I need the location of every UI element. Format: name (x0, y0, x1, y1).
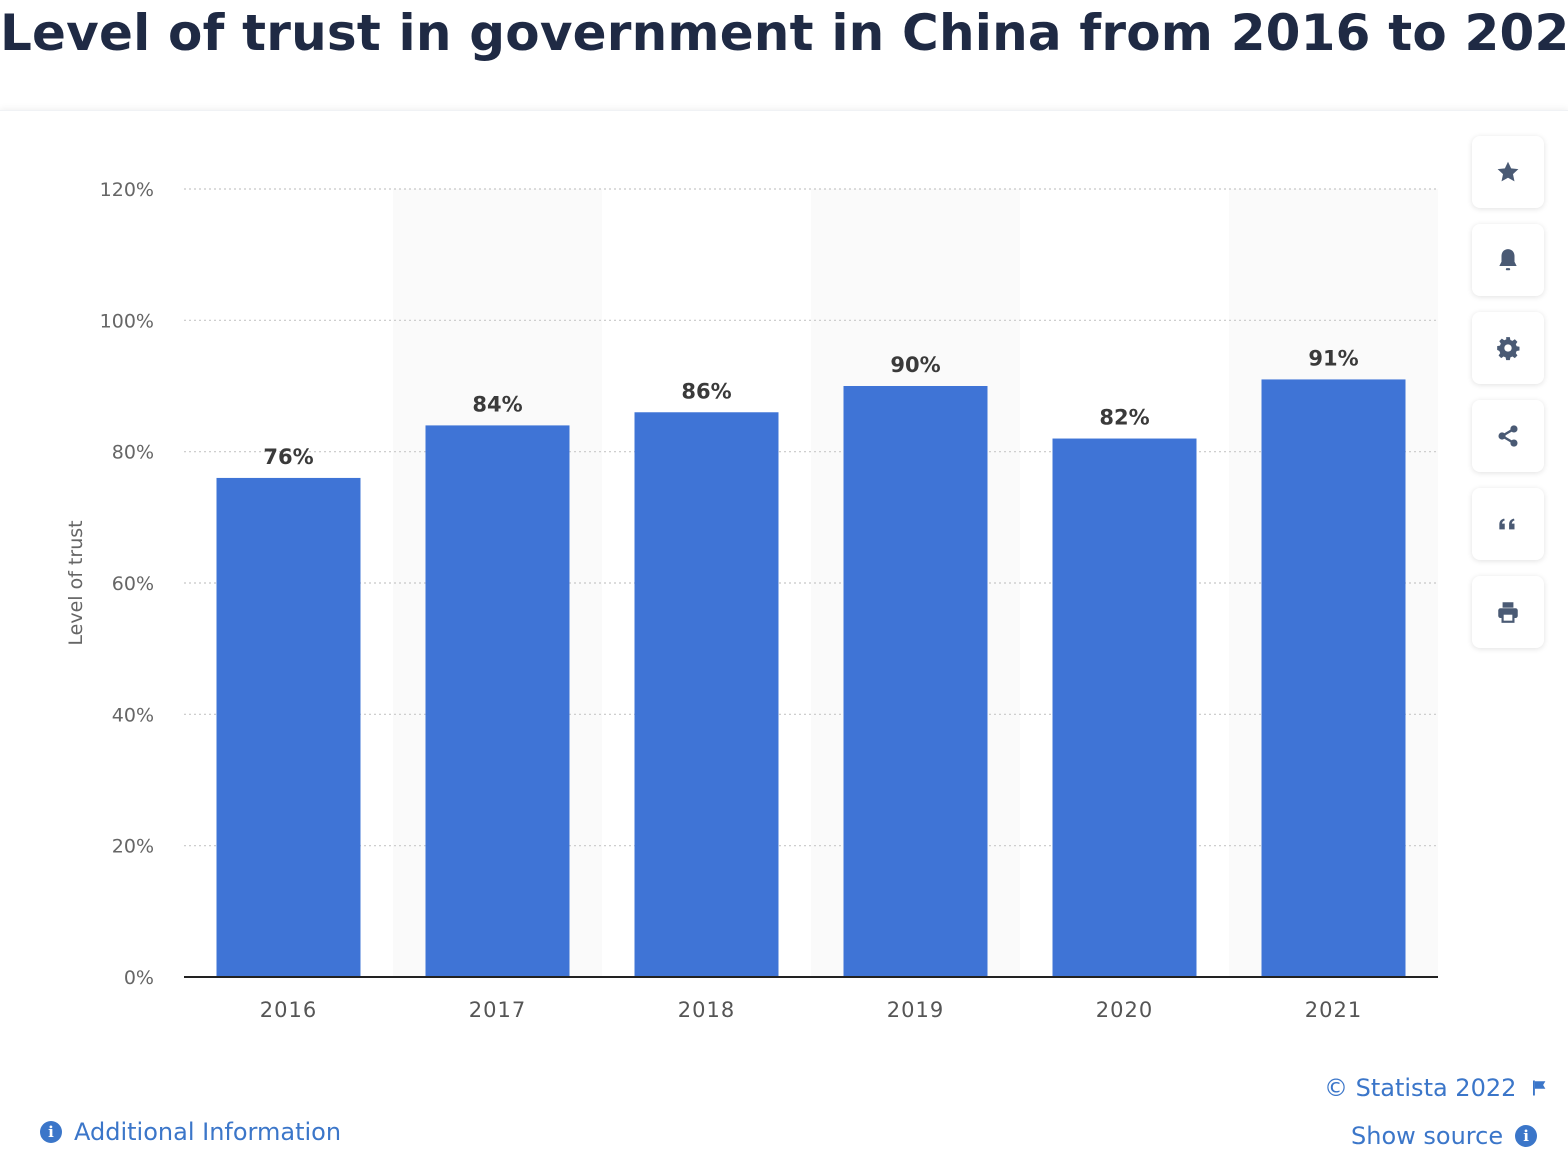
bar-2016 (216, 477, 361, 977)
favorite-button[interactable] (1472, 136, 1544, 208)
bar-2020 (1052, 438, 1197, 977)
bar-2019 (843, 386, 988, 977)
gear-icon (1497, 337, 1520, 361)
data-label: 91% (1308, 346, 1358, 370)
y-tick-label: 120% (100, 179, 154, 201)
star-icon (1497, 161, 1519, 182)
show-source-link[interactable]: Show source i (1351, 1122, 1538, 1150)
notification-button[interactable] (1472, 224, 1544, 296)
quote-icon (1499, 518, 1515, 530)
settings-button[interactable] (1472, 312, 1544, 384)
additional-information-link[interactable]: i Additional Information (40, 1118, 341, 1146)
bar-chart: 0% 20% 40% 60% 80% 100% 120% 76% 2016 84% 2017 86% 2… (65, 179, 1438, 1022)
copyright-text: © Statista 2022 (1324, 1074, 1517, 1102)
info-icon: i (1515, 1125, 1538, 1147)
show-source-label: Show source (1351, 1122, 1504, 1150)
y-axis-title: Level of trust (65, 520, 87, 645)
share-icon (1498, 425, 1518, 447)
x-tick-label: 2016 (260, 998, 317, 1022)
x-tick-label: 2020 (1096, 998, 1153, 1022)
page-title: Level of trust in government in China fr… (0, 4, 1568, 62)
x-tick-label: 2019 (887, 998, 944, 1022)
data-label: 86% (681, 379, 731, 403)
info-icon: i (40, 1121, 62, 1143)
side-toolbar (1472, 136, 1544, 664)
x-tick-label: 2017 (469, 998, 526, 1022)
additional-information-label: Additional Information (74, 1118, 342, 1146)
print-icon (1498, 602, 1518, 623)
y-tick-label: 80% (112, 442, 154, 464)
y-tick-label: 40% (112, 704, 154, 726)
share-button[interactable] (1472, 400, 1544, 472)
y-tick-label: 60% (112, 573, 154, 595)
data-label: 84% (472, 392, 522, 416)
copyright-link[interactable]: © Statista 2022 (1324, 1074, 1548, 1102)
x-tick-label: 2018 (678, 998, 735, 1022)
chart-card: 0% 20% 40% 60% 80% 100% 120% 76% 2016 84% 2017 86% 2… (0, 110, 1568, 1173)
bar-2018 (634, 412, 779, 977)
data-label: 82% (1099, 406, 1149, 430)
print-button[interactable] (1472, 576, 1544, 648)
cite-button[interactable] (1472, 488, 1544, 560)
data-label: 90% (890, 353, 940, 377)
y-tick-label: 20% (112, 836, 154, 858)
bar-2017 (425, 425, 570, 977)
y-tick-label: 0% (124, 967, 154, 989)
x-tick-label: 2021 (1305, 998, 1362, 1022)
y-tick-label: 100% (100, 310, 154, 332)
data-label: 76% (263, 445, 313, 469)
flag-icon (1533, 1080, 1546, 1096)
bar-2021 (1261, 379, 1406, 977)
bell-icon (1499, 249, 1517, 271)
